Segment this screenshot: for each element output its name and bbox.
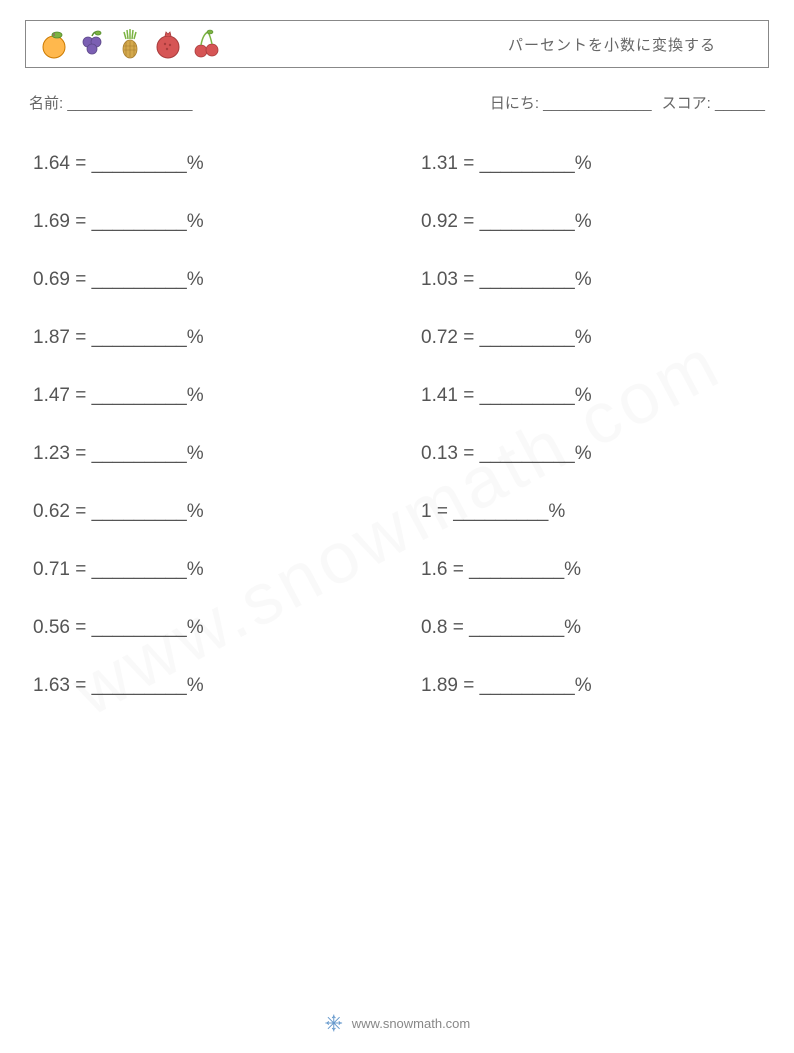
- footer: www.snowmath.com: [324, 1013, 470, 1033]
- fruit-icons: [38, 28, 222, 60]
- grapes-icon: [76, 28, 108, 60]
- problem-item: 0.69 = _________%: [33, 269, 381, 291]
- problem-item: 1.31 = _________%: [421, 153, 769, 175]
- problem-item: 1.47 = _________%: [33, 385, 381, 407]
- problem-item: 1.87 = _________%: [33, 327, 381, 349]
- problem-item: 1.03 = _________%: [421, 269, 769, 291]
- problems-container: 1.64 = _________% 1.69 = _________% 0.69…: [25, 153, 769, 697]
- problem-item: 1.69 = _________%: [33, 211, 381, 233]
- name-label: 名前: _______________: [29, 92, 192, 113]
- right-column: 1.31 = _________% 0.92 = _________% 1.03…: [421, 153, 769, 697]
- date-label: 日にち: _____________: [490, 92, 652, 113]
- score-label: スコア: ______: [662, 92, 765, 113]
- problem-item: 1 = _________%: [421, 501, 769, 523]
- problem-item: 0.71 = _________%: [33, 559, 381, 581]
- snowflake-icon: [324, 1013, 344, 1033]
- problem-item: 0.13 = _________%: [421, 443, 769, 465]
- problem-item: 1.23 = _________%: [33, 443, 381, 465]
- problem-item: 0.92 = _________%: [421, 211, 769, 233]
- header-box: パーセントを小数に変換する: [25, 20, 769, 68]
- info-row: 名前: _______________ 日にち: _____________ ス…: [25, 92, 769, 113]
- left-column: 1.64 = _________% 1.69 = _________% 0.69…: [33, 153, 381, 697]
- problem-item: 0.56 = _________%: [33, 617, 381, 639]
- problem-item: 0.72 = _________%: [421, 327, 769, 349]
- problem-item: 1.63 = _________%: [33, 675, 381, 697]
- footer-url: www.snowmath.com: [352, 1016, 470, 1031]
- worksheet-title: パーセントを小数に変換する: [508, 34, 716, 55]
- problem-item: 1.64 = _________%: [33, 153, 381, 175]
- problem-item: 1.41 = _________%: [421, 385, 769, 407]
- cherries-icon: [190, 28, 222, 60]
- problem-item: 0.62 = _________%: [33, 501, 381, 523]
- problem-item: 1.89 = _________%: [421, 675, 769, 697]
- pineapple-icon: [114, 28, 146, 60]
- problem-item: 1.6 = _________%: [421, 559, 769, 581]
- orange-icon: [38, 28, 70, 60]
- page-container: パーセントを小数に変換する 名前: _______________ 日にち: _…: [0, 0, 794, 717]
- problem-item: 0.8 = _________%: [421, 617, 769, 639]
- pomegranate-icon: [152, 28, 184, 60]
